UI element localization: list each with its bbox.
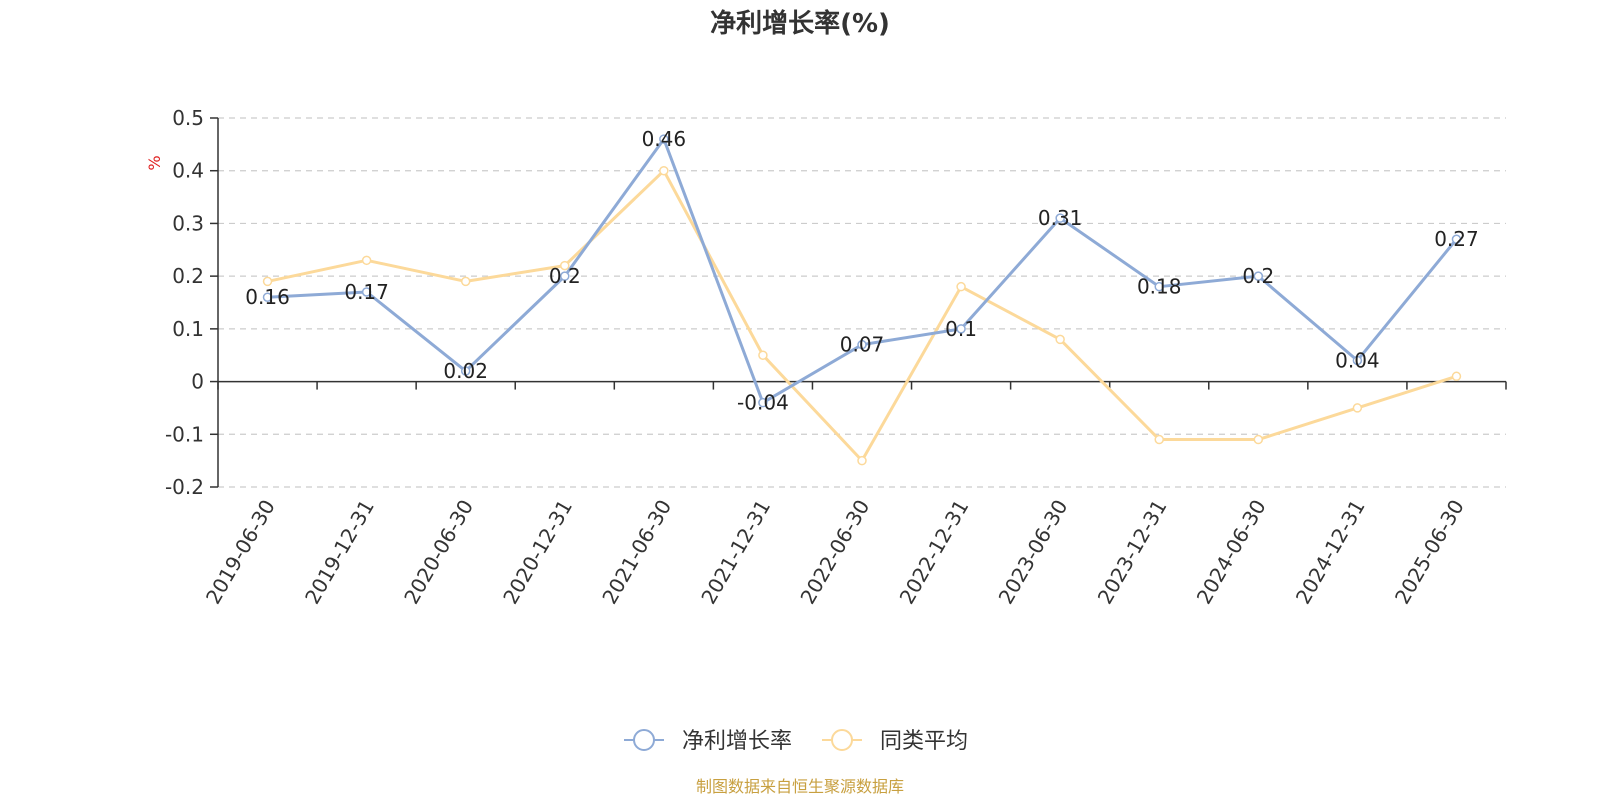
x-tick-label: 2024-12-31: [1291, 496, 1370, 609]
data-point[interactable]: [1352, 355, 1363, 366]
data-point[interactable]: [956, 281, 966, 292]
x-tick-label: 2023-12-31: [1093, 496, 1172, 609]
data-point[interactable]: [758, 397, 768, 408]
data-label: 0.1: [945, 317, 977, 341]
data-point[interactable]: [956, 324, 966, 334]
x-tick-label: 2023-06-30: [994, 496, 1073, 609]
data-point[interactable]: [262, 276, 273, 287]
y-tick-label: 0.4: [172, 159, 204, 183]
data-point[interactable]: [1451, 371, 1462, 382]
data-point[interactable]: [758, 350, 768, 360]
data-label: 0.27: [1434, 227, 1479, 251]
grid-lines: [218, 117, 1506, 488]
data-point[interactable]: [460, 366, 471, 376]
data-label: 0.16: [245, 285, 290, 309]
x-tick-label: 2024-06-30: [1192, 496, 1271, 609]
legend-label-peer-average: 同类平均: [880, 729, 968, 754]
x-tick-label: 2019-12-31: [300, 496, 379, 609]
data-label: 0.07: [840, 333, 885, 357]
legend-item-net-profit-growth[interactable]: 净利增长率: [624, 729, 792, 754]
data-point[interactable]: [460, 276, 471, 287]
data-label: 0.2: [1242, 264, 1274, 288]
data-label: 0.18: [1137, 275, 1182, 299]
chart-title: 净利增长率(%): [710, 8, 890, 39]
y-tick-label: 0.2: [172, 264, 204, 288]
legend-marker-peer-average: [831, 729, 853, 751]
data-point[interactable]: [659, 165, 669, 176]
legend-label-net-profit-growth: 净利增长率: [682, 729, 792, 754]
data-label: 0.2: [549, 264, 581, 288]
data-point[interactable]: [1352, 403, 1363, 413]
x-tick-label: 2022-06-30: [795, 496, 874, 609]
y-tick-label: -0.1: [165, 422, 204, 446]
data-point[interactable]: [262, 292, 273, 302]
data-point[interactable]: [1055, 334, 1065, 345]
y-tick-label: 0: [191, 370, 204, 394]
data-point[interactable]: [361, 287, 372, 297]
data-point[interactable]: [1154, 434, 1164, 445]
x-tick-label: 2021-12-31: [696, 496, 775, 609]
x-tick-label: 2019-06-30: [201, 496, 280, 609]
data-label: 0.17: [344, 280, 389, 304]
y-tick-label: 0.3: [172, 211, 204, 235]
y-axis-unit-label: %: [145, 155, 164, 170]
legend-item-peer-average[interactable]: 同类平均: [822, 729, 968, 754]
data-labels: 0.16 0.17 0.02 0.2 0.46 -0.04 0.07 0.1 0.31 0.18 0…: [245, 127, 1478, 415]
data-point[interactable]: [1253, 434, 1264, 445]
x-tick-labels: 2019-06-30 2019-12-31 2020-06-30 2020-12-31…: [201, 496, 1469, 609]
y-tick-label: 0.5: [172, 106, 204, 130]
data-point[interactable]: [361, 255, 372, 266]
legend-marker-net-profit-growth: [633, 729, 655, 751]
x-tick-label: 2022-12-31: [895, 496, 974, 609]
data-point[interactable]: [857, 339, 867, 350]
data-label: 0.46: [642, 127, 687, 151]
data-point[interactable]: [1451, 234, 1462, 244]
axes: [210, 117, 1507, 488]
data-point[interactable]: [560, 271, 570, 281]
data-point[interactable]: [1154, 281, 1164, 292]
data-label: -0.04: [737, 391, 789, 415]
data-point[interactable]: [1055, 213, 1065, 223]
data-source-note: 制图数据来自恒生聚源数据库: [696, 777, 904, 796]
x-tick-label: 2020-12-31: [498, 496, 577, 609]
data-point[interactable]: [560, 260, 570, 271]
legend[interactable]: 净利增长率 同类平均: [624, 729, 968, 754]
data-label: 0.02: [443, 359, 488, 383]
y-tick-label: -0.2: [165, 475, 204, 499]
y-tick-label: 0.1: [172, 317, 204, 341]
series-line-peer-average: [267, 169, 1457, 463]
data-point[interactable]: [857, 455, 867, 466]
data-point[interactable]: [1253, 271, 1264, 281]
data-label: 0.31: [1038, 206, 1083, 230]
x-tick-label: 2020-06-30: [399, 496, 478, 609]
data-label: 0.04: [1335, 348, 1380, 372]
y-tick-labels: -0.2 -0.1 0 0.1 0.2 0.3 0.4 0.5: [165, 106, 204, 499]
x-tick-label: 2021-06-30: [597, 496, 676, 609]
data-point[interactable]: [659, 134, 669, 144]
x-tick-label: 2025-06-30: [1390, 496, 1469, 609]
series-lines: [262, 134, 1462, 466]
